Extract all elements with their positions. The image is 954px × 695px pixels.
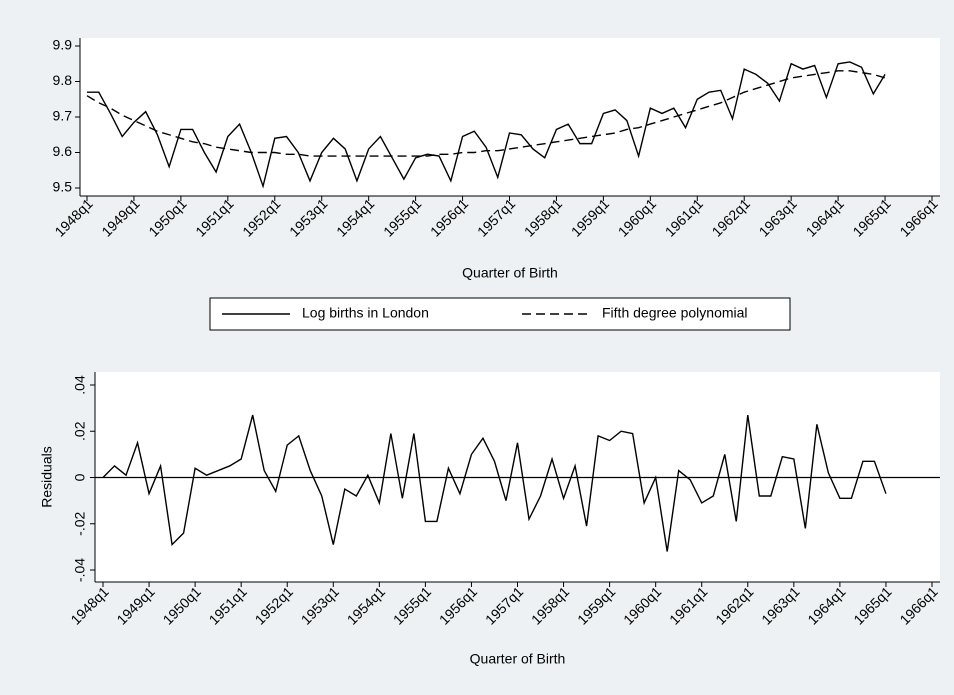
x-axis-title: Quarter of Birth [470, 651, 566, 667]
x-tick-label: 1952q1 [239, 195, 283, 239]
x-tick-label: 1965q1 [850, 583, 894, 627]
x-tick-label: 1949q1 [113, 583, 157, 627]
x-tick-label: 1966q1 [896, 195, 940, 239]
y-axis-title: Residuals [39, 446, 55, 507]
x-tick-label: 1953q1 [298, 583, 342, 627]
x-tick-label: 1955q1 [390, 583, 434, 627]
x-tick-label: 1963q1 [758, 583, 802, 627]
x-tick-label: 1949q1 [98, 195, 142, 239]
x-tick-label: 1965q1 [849, 195, 893, 239]
x-tick-label: 1952q1 [252, 583, 296, 627]
y-tick-label: -.04 [72, 558, 88, 582]
y-tick-label: 9.5 [53, 179, 73, 195]
x-tick-label: 1950q1 [145, 195, 189, 239]
y-tick-label: 9.9 [53, 37, 73, 53]
y-tick-label: .02 [72, 421, 88, 441]
plot-area [80, 38, 940, 196]
y-tick-label: 9.6 [53, 143, 73, 159]
x-tick-label: 1960q1 [620, 583, 664, 627]
x-tick-label: 1964q1 [804, 583, 848, 627]
legend-label: Log births in London [302, 305, 429, 321]
x-tick-label: 1962q1 [712, 583, 756, 627]
x-tick-label: 1957q1 [482, 583, 526, 627]
x-tick-label: 1955q1 [380, 195, 424, 239]
legend-box [209, 297, 791, 331]
x-tick-label: 1957q1 [474, 195, 518, 239]
x-tick-label: 1951q1 [206, 583, 250, 627]
x-tick-label: 1964q1 [803, 195, 847, 239]
x-tick-label: 1961q1 [666, 583, 710, 627]
x-tick-label: 1956q1 [427, 195, 471, 239]
x-axis-title: Quarter of Birth [462, 265, 558, 281]
data-line [87, 61, 886, 189]
x-tick-label: 1966q1 [896, 583, 940, 627]
x-tick-label: 1948q1 [51, 195, 95, 239]
data-line [86, 70, 886, 157]
x-tick-label: 1959q1 [568, 195, 612, 239]
y-tick-label: -.02 [72, 511, 88, 535]
y-tick-label: 9.8 [53, 72, 73, 88]
y-tick-label: 0 [72, 473, 88, 481]
x-tick-label: 1954q1 [333, 195, 377, 239]
x-tick-label: 1954q1 [344, 583, 388, 627]
y-tick-label: .04 [72, 375, 88, 395]
y-tick-label: 9.7 [53, 108, 73, 124]
x-tick-label: 1960q1 [615, 195, 659, 239]
x-tick-label: 1959q1 [574, 583, 618, 627]
legend-label: Fifth degree polynomial [602, 305, 748, 321]
x-tick-label: 1950q1 [160, 583, 204, 627]
data-line [102, 414, 887, 552]
x-tick-label: 1961q1 [662, 195, 706, 239]
x-tick-label: 1958q1 [521, 195, 565, 239]
x-tick-label: 1951q1 [192, 195, 236, 239]
x-tick-label: 1958q1 [528, 583, 572, 627]
x-tick-label: 1953q1 [286, 195, 330, 239]
x-tick-label: 1956q1 [436, 583, 480, 627]
x-tick-label: 1963q1 [756, 195, 800, 239]
x-tick-label: 1948q1 [67, 583, 111, 627]
x-tick-label: 1962q1 [709, 195, 753, 239]
